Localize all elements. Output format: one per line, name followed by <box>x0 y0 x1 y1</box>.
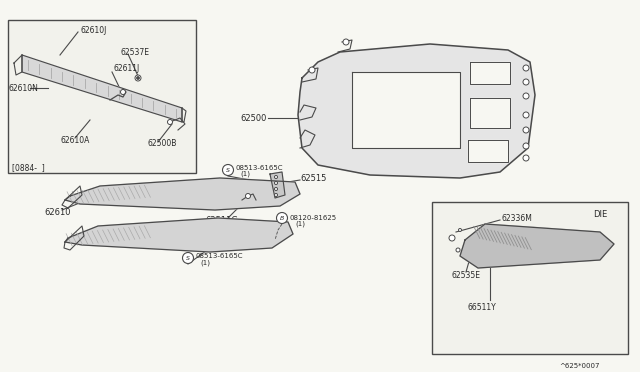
Circle shape <box>456 248 460 252</box>
Polygon shape <box>65 218 293 252</box>
Text: 66511Y: 66511Y <box>468 304 497 312</box>
Text: 62610J: 62610J <box>80 26 106 35</box>
Text: (1): (1) <box>240 171 250 177</box>
Circle shape <box>275 182 278 185</box>
Circle shape <box>343 39 349 45</box>
Circle shape <box>275 176 278 179</box>
Text: DIE: DIE <box>593 210 607 219</box>
Text: 62611J: 62611J <box>113 64 140 73</box>
Circle shape <box>523 112 529 118</box>
Polygon shape <box>470 98 510 128</box>
Text: S: S <box>186 256 190 260</box>
Text: (1): (1) <box>200 260 210 266</box>
Circle shape <box>523 127 529 133</box>
Bar <box>432 202 628 354</box>
Text: 62515: 62515 <box>300 173 326 183</box>
Text: 62610: 62610 <box>44 208 70 217</box>
Circle shape <box>523 79 529 85</box>
Text: 62511G: 62511G <box>205 215 238 224</box>
Text: B: B <box>280 215 284 221</box>
Circle shape <box>246 193 250 199</box>
Circle shape <box>523 143 529 149</box>
Polygon shape <box>460 224 614 268</box>
Text: ^625*0007: ^625*0007 <box>559 363 600 369</box>
Circle shape <box>135 75 141 81</box>
Circle shape <box>275 193 278 196</box>
Polygon shape <box>22 55 182 122</box>
Circle shape <box>275 187 278 190</box>
Circle shape <box>276 212 287 224</box>
Polygon shape <box>298 44 535 178</box>
Circle shape <box>458 228 461 231</box>
Circle shape <box>120 90 125 94</box>
Text: 08513-6165C: 08513-6165C <box>196 253 243 259</box>
Text: 62610A: 62610A <box>60 135 90 144</box>
Circle shape <box>523 93 529 99</box>
Circle shape <box>449 235 455 241</box>
Text: (1): (1) <box>295 221 305 227</box>
Polygon shape <box>352 72 460 148</box>
Circle shape <box>223 164 234 176</box>
Text: 62336M: 62336M <box>502 214 533 222</box>
Circle shape <box>168 119 173 125</box>
Bar <box>8 20 196 173</box>
Polygon shape <box>470 62 510 84</box>
Circle shape <box>523 155 529 161</box>
Polygon shape <box>270 172 285 198</box>
Text: 62535E: 62535E <box>452 272 481 280</box>
Text: 62610N: 62610N <box>8 83 38 93</box>
Text: 62537E: 62537E <box>120 48 149 57</box>
Circle shape <box>182 253 193 263</box>
Polygon shape <box>65 178 300 210</box>
Circle shape <box>309 67 315 73</box>
Text: 62500B: 62500B <box>148 138 177 148</box>
Polygon shape <box>468 140 508 162</box>
Text: 08120-81625: 08120-81625 <box>290 215 337 221</box>
Circle shape <box>137 77 140 79</box>
Text: [0884-  ]: [0884- ] <box>12 164 45 173</box>
Text: 08513-6165C: 08513-6165C <box>236 165 284 171</box>
Text: S: S <box>226 167 230 173</box>
Circle shape <box>523 65 529 71</box>
Text: 62500: 62500 <box>240 113 266 122</box>
